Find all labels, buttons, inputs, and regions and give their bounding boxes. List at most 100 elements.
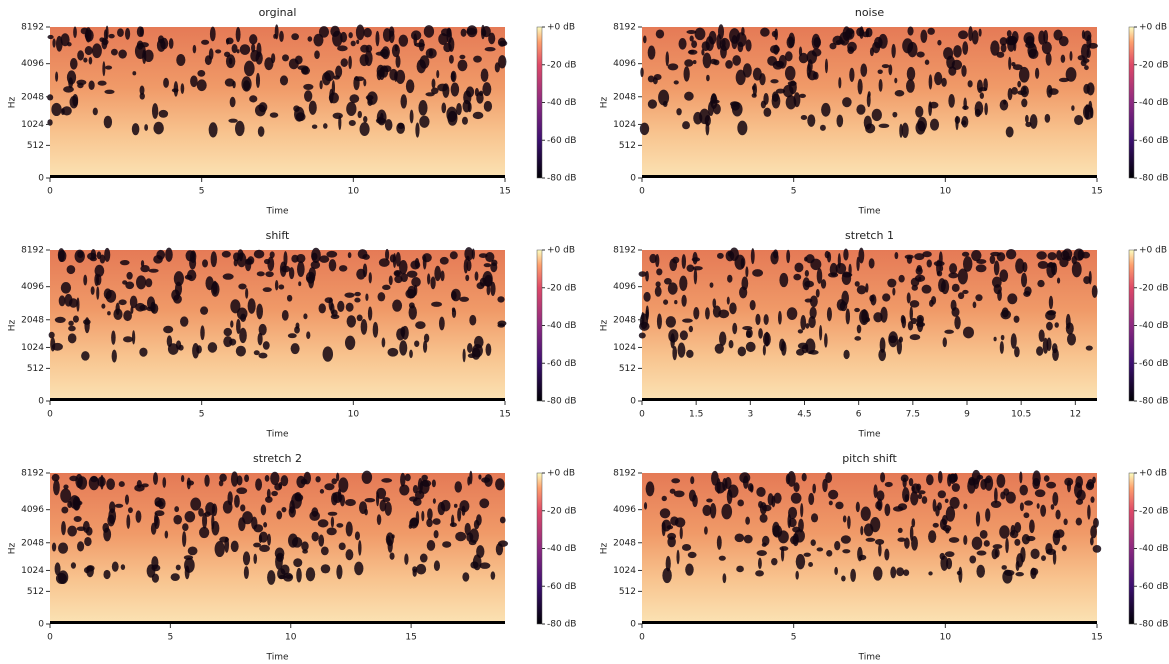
texture-blob (274, 280, 279, 291)
texture-blob (324, 483, 335, 491)
texture-blob (442, 541, 452, 548)
texture-blob (250, 49, 260, 62)
texture-blob (311, 252, 318, 261)
texture-blob (726, 296, 730, 305)
texture-blob (957, 292, 965, 300)
texture-blob (790, 492, 802, 504)
texture-blob (1075, 517, 1083, 526)
texture-blob (247, 256, 255, 265)
texture-blob (263, 522, 268, 528)
texture-blob (186, 480, 195, 486)
texture-blob (222, 500, 233, 514)
texture-blob (948, 473, 957, 484)
texture-blob (223, 327, 233, 337)
texture-blob (999, 525, 1010, 539)
texture-blob (915, 120, 926, 135)
texture-blob (451, 307, 456, 312)
x-axis-label: Time (265, 207, 288, 217)
texture-blob (283, 251, 288, 267)
texture-blob (1044, 113, 1051, 123)
texture-blob (993, 260, 1000, 276)
texture-blob (94, 264, 105, 277)
x-tick-label: 15 (1091, 633, 1102, 643)
y-tick-label: 512 (27, 587, 44, 597)
spectrogram-texture (643, 469, 1102, 584)
texture-blob (1092, 476, 1096, 484)
texture-blob (732, 55, 741, 66)
texture-blob (902, 38, 914, 54)
texture-blob (641, 312, 645, 326)
texture-blob (288, 533, 299, 548)
texture-blob (942, 337, 947, 348)
texture-blob (384, 501, 392, 516)
texture-blob (460, 28, 467, 37)
texture-blob (68, 325, 76, 332)
texture-blob (83, 274, 88, 286)
texture-blob (710, 58, 718, 65)
colorbar-tick-label: -40 dB (547, 98, 576, 108)
texture-blob (834, 566, 838, 576)
texture-blob (702, 52, 712, 69)
texture-blob (667, 63, 679, 71)
texture-blob (254, 104, 266, 117)
texture-blob (996, 252, 1006, 262)
texture-blob (825, 472, 833, 484)
texture-blob (1010, 333, 1017, 349)
zero-band (50, 621, 505, 624)
texture-blob (182, 531, 187, 547)
texture-blob (219, 536, 229, 543)
texture-blob (653, 74, 662, 81)
y-tick-label: 4096 (613, 59, 636, 69)
texture-blob (905, 79, 915, 93)
texture-blob (234, 494, 240, 508)
texture-blob (309, 510, 321, 521)
texture-blob (716, 535, 722, 550)
texture-blob (347, 252, 352, 259)
texture-blob (1076, 489, 1086, 501)
texture-blob (307, 36, 313, 42)
texture-blob (1029, 519, 1035, 534)
texture-blob (450, 82, 460, 97)
texture-blob (647, 99, 657, 109)
texture-blob (1046, 321, 1053, 331)
texture-blob (763, 93, 769, 105)
texture-blob (940, 555, 949, 571)
texture-blob (810, 513, 819, 523)
texture-blob (639, 321, 650, 331)
y-tick-label: 2048 (613, 315, 636, 325)
texture-blob (769, 45, 780, 54)
colorbar-tick-label: -60 dB (1139, 359, 1168, 369)
texture-blob (904, 494, 910, 502)
texture-blob (686, 29, 697, 35)
texture-blob (881, 64, 890, 69)
texture-blob (363, 78, 367, 87)
texture-blob (916, 51, 925, 58)
texture-blob (381, 46, 390, 60)
texture-blob (202, 259, 208, 268)
texture-blob (326, 527, 337, 536)
x-tick-label: 5 (791, 633, 797, 643)
texture-blob (394, 275, 403, 284)
texture-blob (972, 301, 977, 309)
texture-blob (719, 331, 727, 346)
texture-blob (269, 251, 275, 259)
texture-blob (742, 325, 753, 331)
texture-blob (451, 514, 455, 527)
spectrogram-texture (639, 24, 1098, 139)
texture-blob (976, 564, 986, 578)
texture-blob (419, 115, 430, 128)
texture-blob (674, 299, 678, 305)
texture-blob (678, 38, 687, 50)
texture-blob (131, 123, 140, 136)
x-tick-label: 10 (285, 633, 297, 643)
texture-blob (408, 305, 417, 320)
texture-blob (243, 566, 249, 579)
texture-blob (367, 98, 373, 106)
texture-blob (926, 259, 932, 268)
texture-blob (1036, 503, 1040, 509)
texture-blob (792, 526, 801, 533)
texture-blob (732, 322, 738, 335)
texture-blob (413, 33, 417, 47)
texture-blob (951, 307, 960, 317)
texture-blob (416, 59, 426, 74)
